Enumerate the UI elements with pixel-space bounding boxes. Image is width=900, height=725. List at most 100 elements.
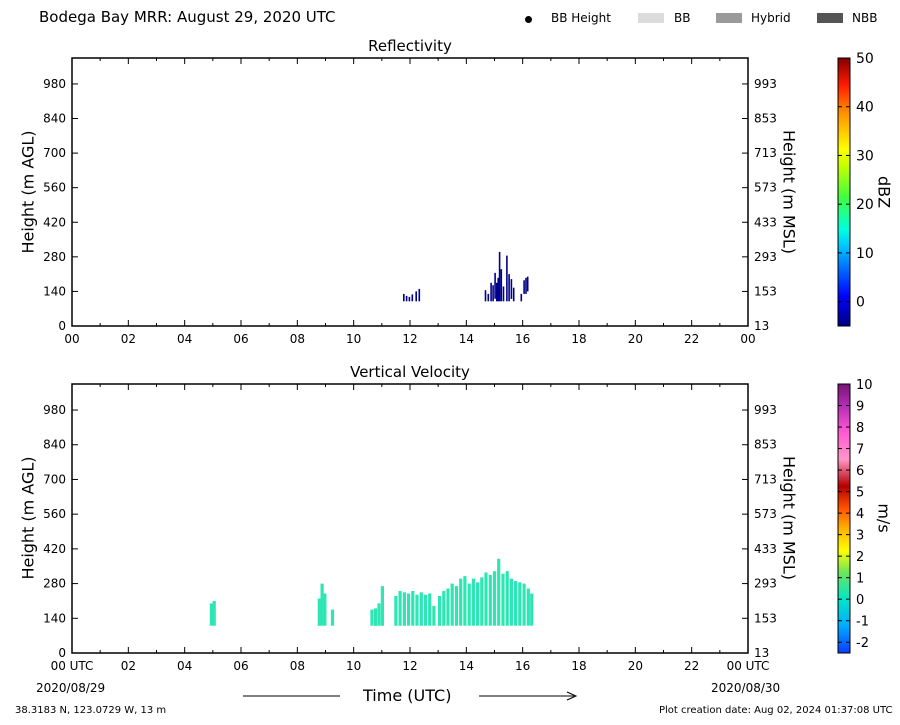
velocity-ylabel-left: Height (m AGL) [18,456,38,580]
reflectivity-y-tick-label-left: 0 [58,319,66,333]
velocity-echo-column [471,578,475,626]
velocity-colorbar-tick-label: 4 [856,507,864,522]
velocity-echo-column [432,605,436,626]
velocity-echo-column [442,591,446,626]
reflectivity-echo-column [487,293,490,302]
velocity-echo-column [380,586,384,626]
reflectivity-echo-column [494,272,496,299]
dbz-colorbar-label: dBZ [874,175,894,209]
velocity-echo-column [488,574,492,626]
reflectivity-echo-column [415,291,417,302]
reflectivity-echo-column [403,293,405,302]
velocity-echo-column [505,571,509,626]
reflectivity-y-tick-label-left: 840 [43,112,66,126]
velocity-colorbar-tick-label: 10 [856,378,873,393]
start-date-label: 2020/08/29 [36,681,106,695]
velocity-echo-column [394,596,398,626]
velocity-y-tick-label-right: 713 [754,472,777,486]
reflectivity-x-tick-label: 00 [64,332,79,346]
velocity-echo-column [317,598,321,626]
velocity-x-tick-label: 02 [121,659,136,673]
reflectivity-colorbar-tick-label: 0 [856,295,865,311]
velocity-y-tick-label-right: 13 [754,646,769,660]
legend-bb-height-label: BB Height [551,11,611,25]
reflectivity-echo-column [506,255,508,302]
station-location: 38.3183 N, 123.0729 W, 13 m [15,705,167,716]
legend-bb-swatch [638,13,664,23]
velocity-echo-column [522,583,526,626]
reflectivity-colorbar-tick-label: 30 [856,148,874,164]
reflectivity-y-tick-label-right: 13 [754,319,769,333]
reflectivity-echo-column [508,274,510,302]
velocity-colorbar-tick-label: 5 [856,486,864,501]
reflectivity-y-tick-label-left: 700 [43,146,66,160]
velocity-echo-column [459,578,463,626]
velocity-echo-column [480,577,484,626]
reflectivity-colorbar-tick-label: 10 [856,246,874,262]
velocity-echo-column [374,608,378,626]
reflectivity-echo-column [411,294,414,302]
velocity-echo-column [402,592,406,626]
velocity-echo-column [320,583,324,626]
velocity-echo-column [370,609,374,626]
velocity-colorbar-tick-label: 6 [856,464,864,479]
ms-colorbar-label: m/s [874,503,894,533]
reflectivity-x-tick-label: 08 [290,332,305,346]
velocity-echo-column [463,576,467,626]
velocity-echo-column [323,593,327,626]
velocity-y-tick-label-left: 420 [43,542,66,556]
reflectivity-x-tick-label: 22 [684,332,699,346]
velocity-echo-column [209,603,213,626]
reflectivity-colorbar [837,57,851,327]
velocity-echo-column [407,593,411,626]
reflectivity-echo-column [502,286,505,302]
reflectivity-x-tick-label: 10 [346,332,361,346]
velocity-echo-column [497,558,501,626]
legend-hybrid-swatch [716,13,742,23]
reflectivity-y-tick-label-right: 293 [754,250,777,264]
velocity-ylabel-right: Height (m MSL) [779,455,799,581]
velocity-x-tick-label: 06 [233,659,248,673]
reflectivity-echo-column [492,285,494,302]
reflectivity-y-tick-label-left: 980 [43,77,66,91]
reflectivity-x-tick-label: 16 [515,332,530,346]
chart-title: Bodega Bay MRR: August 29, 2020 UTC [39,8,336,26]
velocity-y-tick-label-left: 0 [58,646,66,660]
velocity-colorbar-tick-label: 7 [856,443,864,458]
velocity-x-tick-label: 00 UTC [51,659,94,673]
time-axis-label: Time (UTC) [363,686,452,705]
reflectivity-y-tick-label-right: 433 [754,215,777,229]
reflectivity-y-tick-label-left: 560 [43,181,66,195]
velocity-echo-column [509,578,513,626]
velocity-echo-column [476,582,480,626]
reflectivity-echo-column [408,296,411,302]
legend-nbb-label: NBB [852,11,878,25]
velocity-echo-column [398,591,402,626]
velocity-colorbar-tick-label: 3 [856,529,864,544]
legend-bb-label: BB [674,11,691,25]
velocity-colorbar-tick-label: -2 [856,636,869,651]
velocity-colorbar-tick-label: -1 [856,615,869,630]
velocity-y-tick-label-left: 980 [43,403,66,417]
reflectivity-y-tick-label-left: 420 [43,215,66,229]
velocity-colorbar-tick-label: 0 [856,593,864,608]
reflectivity-x-tick-label: 06 [233,332,248,346]
velocity-y-tick-label-left: 140 [43,611,66,625]
reflectivity-echoes [403,251,529,302]
velocity-echo-column [530,593,534,626]
velocity-echo-column [377,603,381,626]
reflectivity-y-tick-label-right: 993 [754,77,777,91]
velocity-x-tick-label: 22 [684,659,699,673]
velocity-echo-column [438,596,442,626]
time-arrow-head-icon [566,691,578,701]
velocity-x-tick-label: 14 [459,659,474,673]
reflectivity-echo-column [405,295,408,302]
bb-height-marker-icon [525,16,532,23]
velocity-x-tick-label: 04 [177,659,192,673]
reflectivity-y-tick-label-left: 140 [43,284,66,298]
velocity-x-tick-label: 16 [515,659,530,673]
velocity-x-tick-label: 18 [571,659,586,673]
